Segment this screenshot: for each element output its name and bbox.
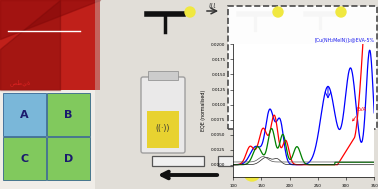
Text: C: C <box>20 153 29 163</box>
Bar <box>148 71 178 80</box>
Circle shape <box>244 165 260 181</box>
Bar <box>228 6 377 129</box>
Bar <box>3 93 46 136</box>
Circle shape <box>336 7 346 17</box>
Text: B: B <box>64 109 73 119</box>
Circle shape <box>273 7 283 17</box>
Text: D: D <box>64 153 73 163</box>
Bar <box>152 156 204 166</box>
Bar <box>218 156 270 166</box>
FancyBboxPatch shape <box>141 77 185 153</box>
Bar <box>0 0 100 90</box>
Text: صطية: صطية <box>10 79 31 86</box>
Y-axis label: EQE (normalised): EQE (normalised) <box>201 90 206 131</box>
Bar <box>147 111 179 148</box>
Bar <box>95 0 378 189</box>
Text: EVA: EVA <box>353 107 366 121</box>
Text: ((·)): ((·)) <box>156 125 170 133</box>
Bar <box>47 137 90 180</box>
Text: A: A <box>20 109 29 119</box>
Circle shape <box>185 7 195 17</box>
Bar <box>3 137 46 180</box>
Text: [Cu(NH₂MeIN)]₂@EVA-5%: [Cu(NH₂MeIN)]₂@EVA-5% <box>314 38 374 43</box>
Bar <box>47 93 90 136</box>
Text: ιιι: ιιι <box>209 2 217 11</box>
